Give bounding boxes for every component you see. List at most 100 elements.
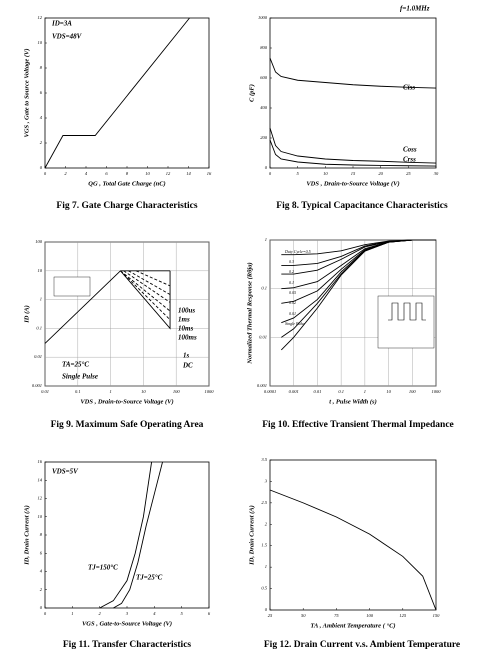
x-tick-label: 0.01 — [41, 389, 49, 394]
annotation: TA=25°C — [62, 361, 89, 369]
y-tick-label: 2.5 — [261, 500, 267, 505]
y-tick-label: 0.01 — [34, 354, 42, 359]
x-tick-label: 2 — [64, 171, 67, 176]
y-axis-label: C (pF) — [248, 84, 255, 102]
x-tick-label: 25 — [406, 171, 411, 176]
x-tick-label: 14 — [186, 171, 191, 176]
pulse-diagram — [388, 302, 426, 321]
curve-label: 0.05 — [289, 290, 296, 295]
plot-frame — [44, 461, 210, 609]
y-tick-label: 200 — [260, 135, 268, 140]
y-tick-label: 100 — [35, 239, 43, 244]
x-tick-label: 0.1 — [338, 389, 344, 394]
x-tick-label: 100 — [409, 389, 417, 394]
curve — [113, 461, 163, 609]
y-tick-label: 2 — [40, 140, 43, 145]
x-tick-label: 3 — [126, 611, 129, 616]
curve — [269, 489, 437, 611]
figure-caption: Fig 12. Drain Current v.s. Ambient Tempe… — [263, 640, 461, 650]
x-tick-label: 25 — [268, 613, 273, 618]
x-tick-label: 4 — [85, 171, 88, 176]
curve-label: 0.02 — [289, 300, 296, 305]
y-tick-label: 10 — [38, 40, 43, 45]
y-axis-label: Normalized Thermal Response (Rθja) — [246, 262, 253, 364]
x-tick-label: 75 — [334, 613, 339, 618]
curve-label: 100us — [178, 307, 195, 315]
y-tick-label: 0 — [265, 607, 268, 612]
y-tick-label: 12 — [38, 496, 43, 501]
y-tick-label: 3.5 — [261, 457, 267, 462]
x-tick-label: 1 — [71, 611, 73, 616]
x-tick-label: 0 — [44, 611, 47, 616]
y-axis-label: ID (A) — [23, 305, 30, 324]
y-axis-label: VGS , Gate to Source Voltage (V) — [23, 48, 30, 137]
figure-caption: Fig 10. Effective Transient Thermal Impe… — [262, 420, 454, 430]
annotation: VDS=5V — [52, 468, 79, 476]
annotation: VDS=48V — [52, 33, 83, 41]
curve — [269, 139, 437, 167]
x-tick-label: 0.1 — [75, 389, 81, 394]
y-tick-label: 0.001 — [32, 383, 42, 388]
x-tick-label: 10 — [323, 171, 328, 176]
note-box — [53, 276, 91, 297]
curve — [120, 270, 171, 321]
curve — [99, 461, 153, 609]
x-axis-label: VGS , Gate-to-Source Voltage (V) — [82, 620, 172, 627]
x-tick-label: 0.0001 — [264, 389, 276, 394]
y-tick-label: 600 — [260, 75, 268, 80]
curve — [269, 127, 437, 164]
y-tick-label: 4 — [40, 115, 43, 120]
y-tick-label: 800 — [260, 45, 268, 50]
curve-label: 10ms — [178, 325, 193, 333]
x-tick-label: 2 — [99, 611, 102, 616]
x-tick-label: 30 — [434, 171, 439, 176]
x-tick-label: 15 — [351, 171, 356, 176]
x-tick-label: 4 — [153, 611, 156, 616]
y-tick-label: 16 — [38, 459, 43, 464]
curve-label: Crss — [403, 156, 416, 164]
x-tick-label: 125 — [399, 613, 407, 618]
annotation: ID=3A — [51, 20, 72, 28]
y-tick-label: 6 — [40, 550, 43, 555]
x-axis-label: TA , Ambient Temperature ( °C) — [310, 622, 395, 629]
y-tick-label: 10 — [38, 514, 43, 519]
x-tick-label: 100 — [173, 389, 181, 394]
curve — [269, 57, 437, 89]
curve — [44, 17, 190, 169]
y-tick-label: 400 — [260, 105, 268, 110]
x-tick-label: 1000 — [432, 389, 442, 394]
annotation: f=1.0MHz — [400, 5, 430, 13]
curve-label: 0.1 — [289, 280, 294, 285]
curve-label: TJ=25°C — [136, 574, 163, 582]
y-tick-label: 6 — [40, 90, 43, 95]
y-tick-label: 0.1 — [36, 325, 42, 330]
x-tick-label: 1000 — [205, 389, 215, 394]
x-tick-label: 10 — [141, 389, 146, 394]
curve — [120, 270, 171, 330]
curve — [128, 270, 171, 295]
y-tick-label: 8 — [40, 532, 43, 537]
x-tick-label: 50 — [301, 613, 306, 618]
y-tick-label: 1 — [40, 297, 42, 302]
curve — [120, 270, 171, 312]
curve-label: TJ=150°C — [88, 564, 118, 572]
y-tick-label: 1.5 — [261, 543, 267, 548]
y-tick-label: 0 — [40, 605, 43, 610]
curve — [280, 239, 436, 351]
y-tick-label: 1000 — [258, 15, 268, 20]
curve-label: 0.2 — [289, 269, 294, 274]
y-tick-label: 12 — [38, 15, 43, 20]
annotation: Single Pulse — [62, 373, 98, 381]
x-tick-label: 8 — [126, 171, 129, 176]
curve-label: 100ms — [178, 334, 197, 342]
x-tick-label: 16 — [207, 171, 212, 176]
x-tick-label: 6 — [208, 611, 211, 616]
y-tick-label: 0 — [265, 165, 268, 170]
y-tick-label: 1 — [265, 564, 267, 569]
x-axis-label: VDS , Drain-to-Source Voltage (V) — [80, 398, 173, 405]
curve-label: Ciss — [403, 84, 415, 92]
x-tick-label: 10 — [386, 389, 391, 394]
x-tick-label: 0 — [44, 171, 47, 176]
